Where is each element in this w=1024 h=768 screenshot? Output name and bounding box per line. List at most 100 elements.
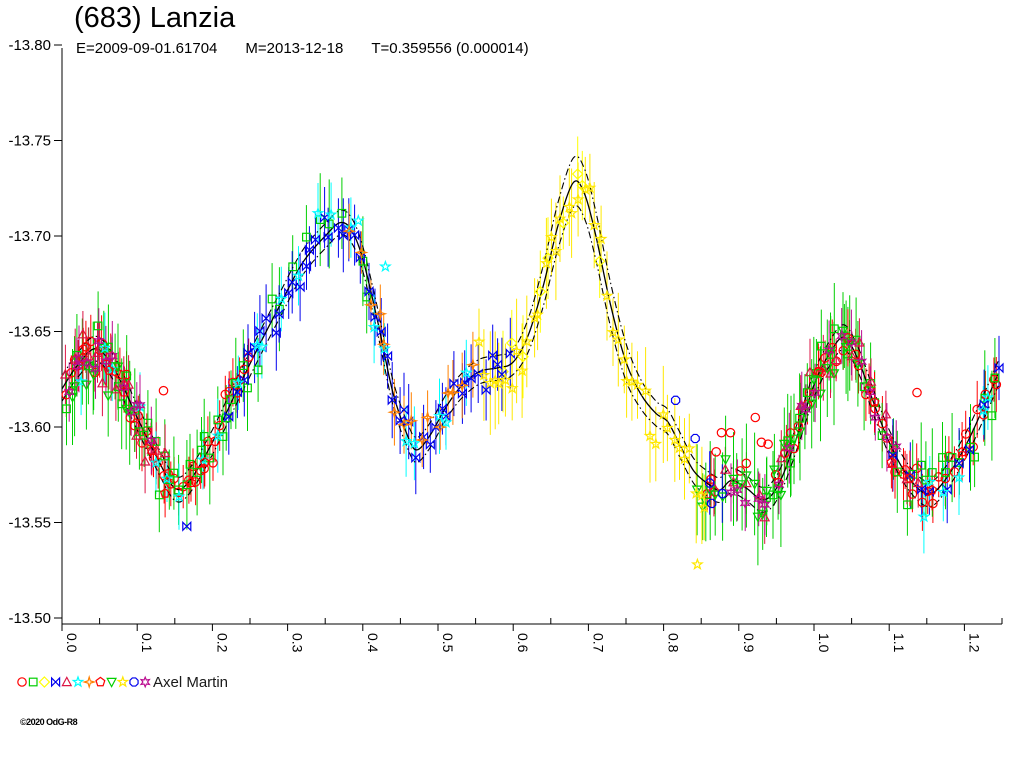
data-point xyxy=(981,390,995,404)
data-point xyxy=(292,268,305,282)
model-curve-upper-band xyxy=(61,155,999,488)
data-point xyxy=(912,477,924,488)
data-point xyxy=(125,405,137,419)
data-point xyxy=(106,677,118,688)
data-point xyxy=(59,368,71,379)
data-point xyxy=(100,355,112,368)
data-point xyxy=(976,403,990,417)
data-point xyxy=(542,252,554,264)
data-point xyxy=(753,492,765,506)
data-point xyxy=(387,405,402,420)
data-point xyxy=(553,211,567,225)
data-point xyxy=(123,378,135,389)
data-point xyxy=(881,430,893,444)
data-point xyxy=(231,375,245,389)
data-point xyxy=(606,325,620,338)
data-point xyxy=(625,374,639,388)
data-point xyxy=(923,475,937,488)
session-9-marker xyxy=(106,677,118,688)
data-point xyxy=(457,388,467,399)
data-point xyxy=(288,262,298,272)
data-point xyxy=(232,386,242,398)
data-point xyxy=(324,219,334,229)
data-point xyxy=(383,350,393,362)
data-point xyxy=(163,468,173,479)
data-point xyxy=(786,458,795,468)
data-point xyxy=(498,373,512,386)
page-title: (683) Lanzia xyxy=(74,2,236,34)
session-4-marker xyxy=(50,676,61,688)
data-point xyxy=(690,557,704,571)
data-point xyxy=(682,441,696,455)
data-point xyxy=(129,420,140,431)
data-point xyxy=(707,498,717,509)
data-point xyxy=(86,336,96,347)
data-point xyxy=(376,337,391,352)
data-point xyxy=(912,387,922,398)
legend-symbols xyxy=(17,674,151,690)
data-point xyxy=(354,245,369,260)
data-point xyxy=(917,497,928,508)
data-point xyxy=(717,488,727,499)
data-point xyxy=(917,509,931,523)
data-point xyxy=(74,374,88,388)
data-point xyxy=(877,418,888,429)
data-point xyxy=(954,457,964,469)
data-point xyxy=(773,478,785,491)
data-point xyxy=(112,362,124,373)
data-point xyxy=(465,357,481,372)
data-point xyxy=(763,439,773,450)
data-point xyxy=(739,496,751,510)
series-errorbars-session-12 xyxy=(68,308,897,536)
data-point xyxy=(869,396,880,407)
data-point xyxy=(69,352,81,363)
data-point xyxy=(73,352,85,366)
data-point xyxy=(689,486,703,500)
data-point xyxy=(122,371,132,381)
data-point xyxy=(437,403,447,415)
data-point xyxy=(284,287,294,299)
data-point xyxy=(856,355,868,369)
data-point xyxy=(775,452,787,463)
data-point xyxy=(731,483,743,497)
data-point xyxy=(809,386,821,400)
data-point xyxy=(71,360,83,373)
data-point xyxy=(407,436,421,449)
data-point xyxy=(741,458,752,469)
session-10-marker xyxy=(116,675,130,688)
data-point xyxy=(77,328,89,339)
data-point xyxy=(69,382,81,393)
data-point xyxy=(886,457,897,467)
data-point xyxy=(310,234,320,246)
data-point xyxy=(419,431,429,443)
data-point xyxy=(158,385,169,396)
data-point xyxy=(415,432,430,448)
data-point xyxy=(342,224,357,239)
data-point xyxy=(845,336,857,349)
series-errorbars-session-7 xyxy=(348,203,474,468)
series-session-12 xyxy=(63,329,902,512)
data-point xyxy=(199,457,210,467)
data-point xyxy=(17,677,27,687)
data-point xyxy=(735,466,746,476)
y-tick-label: -13.60 xyxy=(8,419,51,436)
data-point xyxy=(169,468,179,478)
data-point xyxy=(150,444,162,455)
data-point xyxy=(395,415,405,427)
data-point xyxy=(492,376,506,390)
data-point xyxy=(337,208,347,218)
data-point xyxy=(740,477,752,488)
data-point xyxy=(800,403,812,416)
data-point xyxy=(531,307,545,321)
data-point xyxy=(794,427,806,438)
data-point xyxy=(459,365,473,379)
data-point xyxy=(828,369,840,380)
data-point xyxy=(770,469,781,480)
y-tick-label: -13.70 xyxy=(8,228,51,245)
data-point xyxy=(720,455,732,466)
data-point xyxy=(836,329,848,343)
data-point xyxy=(433,409,446,422)
data-point xyxy=(593,255,606,268)
data-point xyxy=(505,337,518,349)
data-point xyxy=(846,350,858,361)
